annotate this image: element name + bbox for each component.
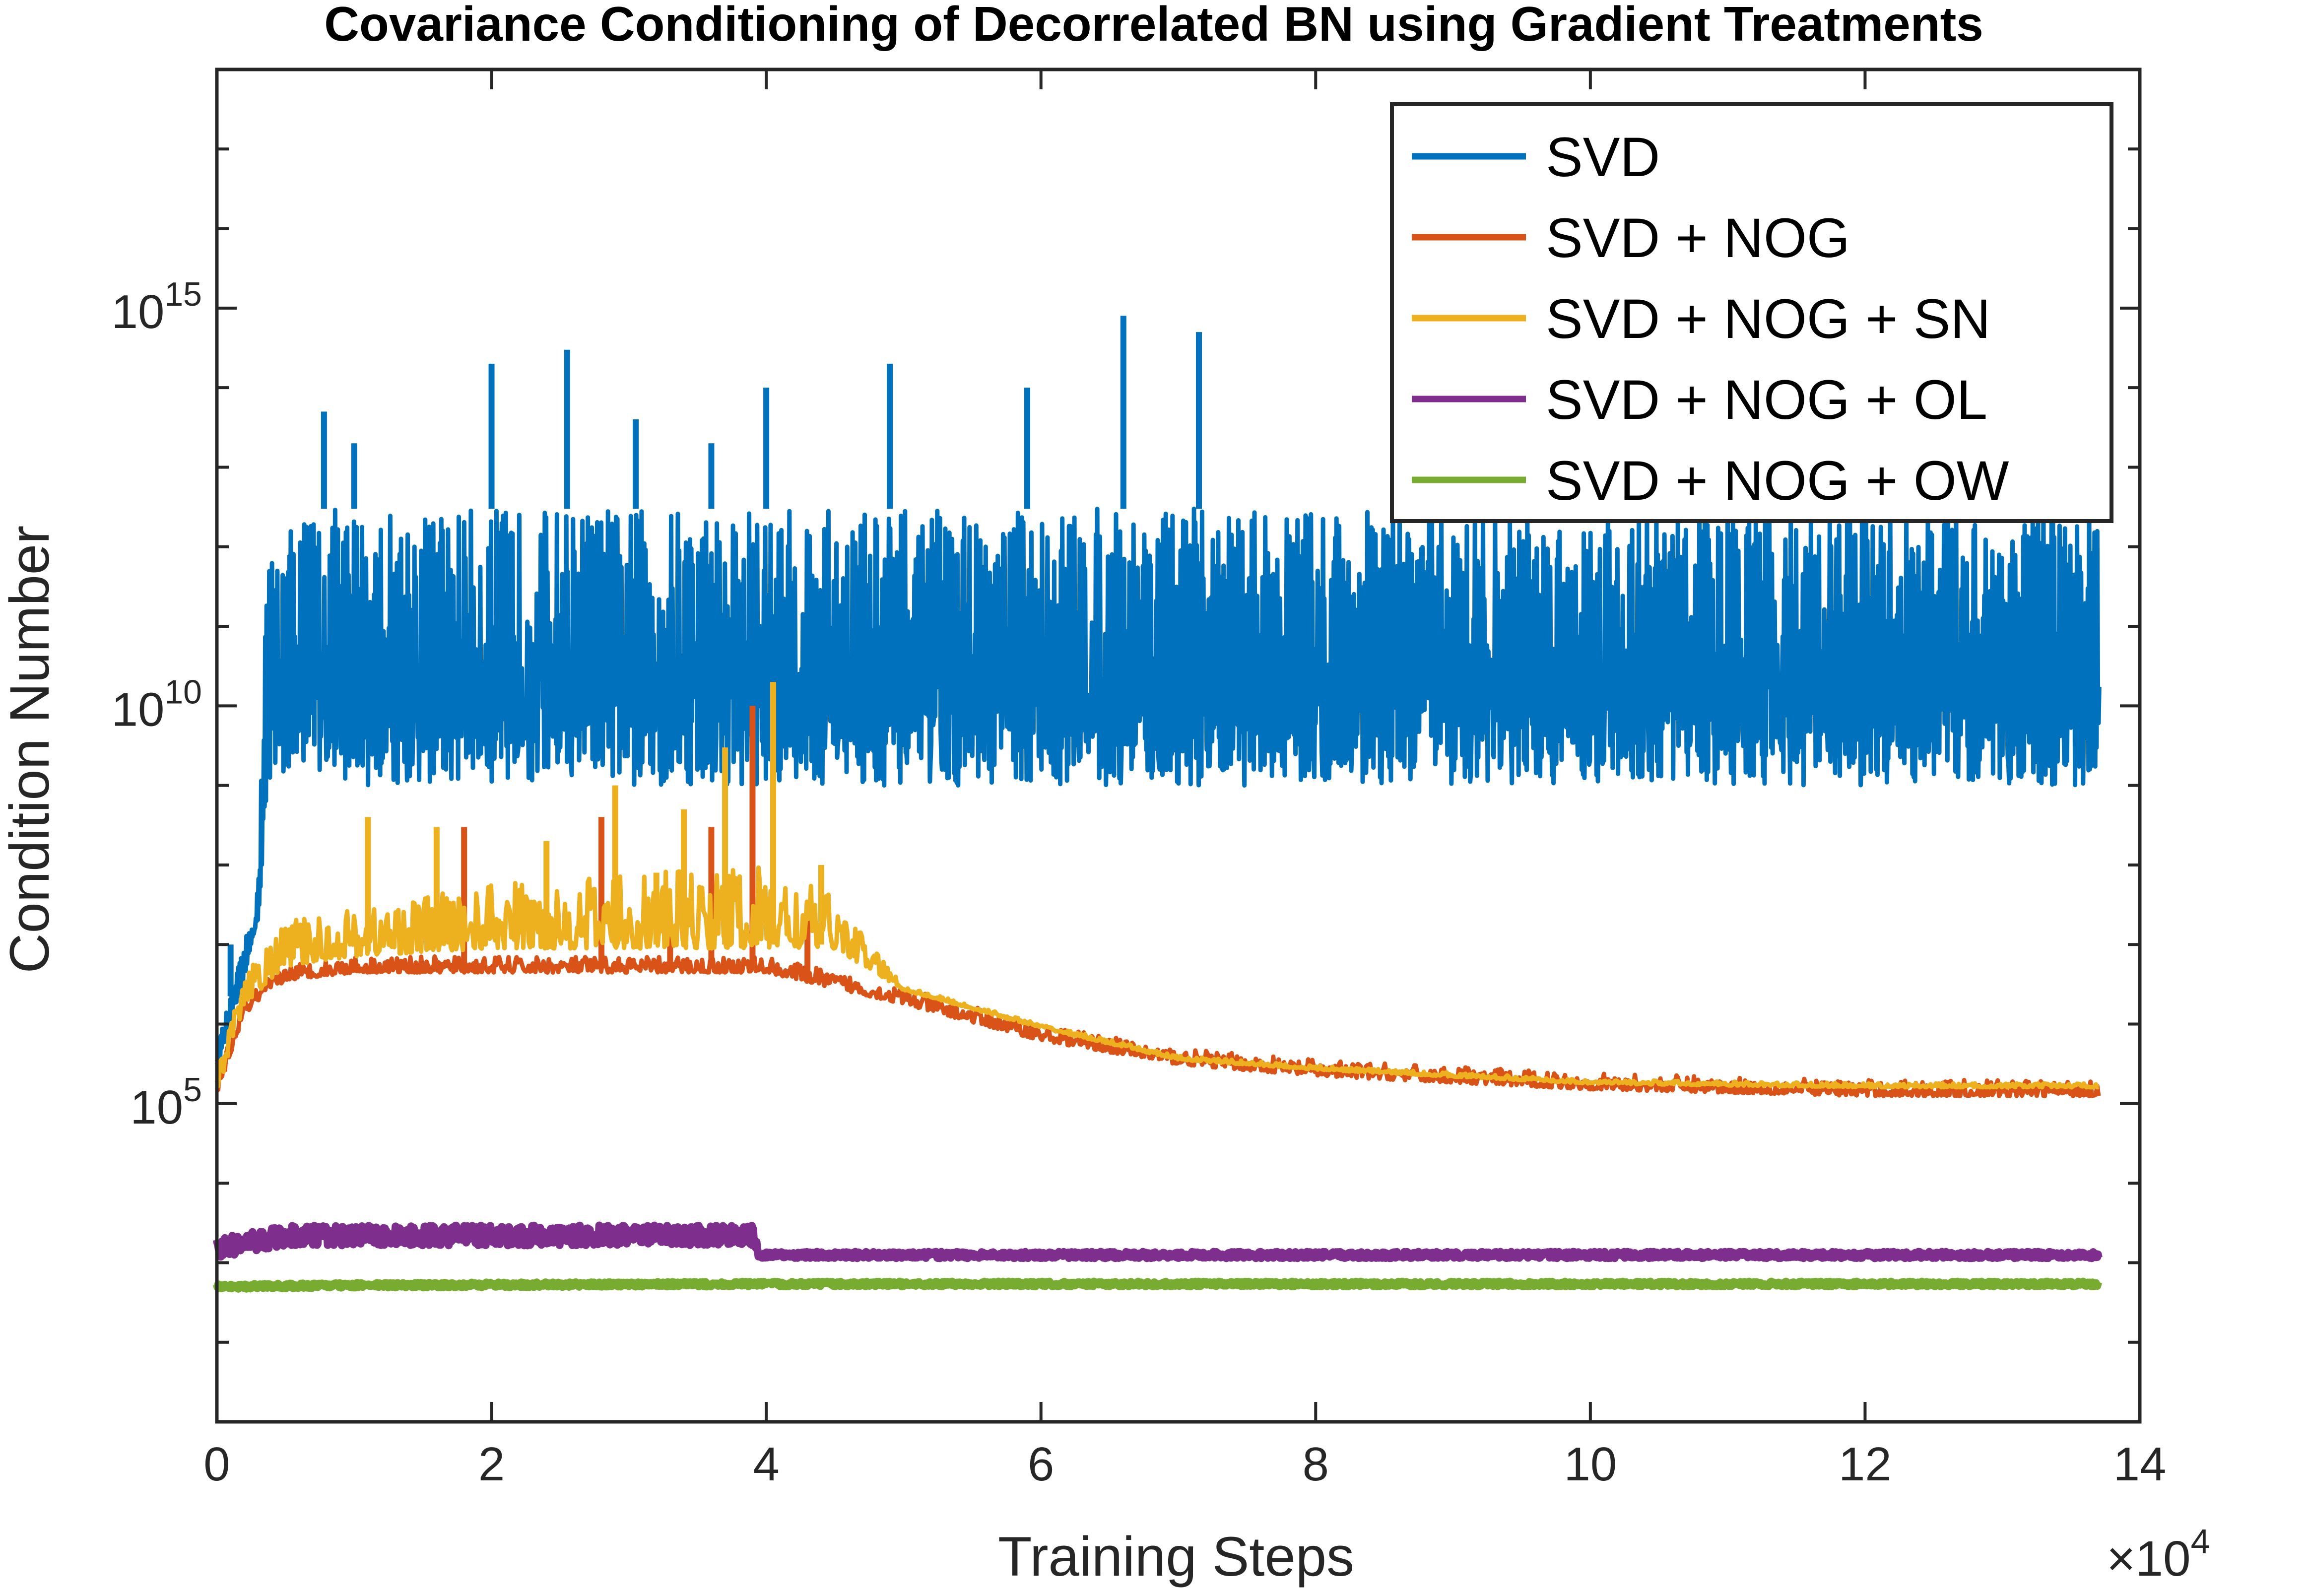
axes-frame (215, 67, 2142, 1424)
series-line (213, 1277, 2103, 1293)
x-tick-label: 6 (1028, 1438, 1054, 1491)
y-axis-label: Condition Number (0, 526, 61, 974)
x-tick-label: 14 (2113, 1438, 2167, 1491)
svg-text:×104: ×104 (2107, 1522, 2210, 1587)
legend-label: SVD + NOG (1546, 207, 1850, 269)
legend-label: SVD + NOG + OL (1546, 369, 1987, 431)
x-tick-label: 2 (478, 1438, 505, 1491)
series-svd-nog-ow (213, 1277, 2103, 1293)
x-tick-label: 8 (1303, 1438, 1329, 1491)
x-axis-label: Training Steps (998, 1526, 1354, 1588)
x-axis-exponent: ×104 (2107, 1522, 2210, 1587)
series-line (213, 1221, 2103, 1263)
x-tick-label: 10 (1564, 1438, 1617, 1491)
legend-label: SVD + NOG + SN (1546, 288, 1990, 350)
y-tick-label: 1010 (112, 673, 202, 736)
y-tick-label: 1015 (112, 275, 202, 338)
legend-label: SVD + NOG + OW (1546, 450, 2009, 512)
y-tick-label: 105 (130, 1071, 202, 1134)
legend: SVD SVD + NOG SVD + NOG + SN SVD + NOG + OL… (1390, 102, 2113, 523)
series-svd-nog-ol (213, 1221, 2103, 1263)
chart-title: Covariance Conditioning of Decorrelated … (324, 0, 1983, 51)
x-tick-label: 12 (1839, 1438, 1892, 1491)
x-tick-label: 0 (203, 1438, 230, 1491)
series-line (214, 506, 2102, 1064)
legend-box (1390, 102, 2113, 523)
x-tick-label: 4 (753, 1438, 779, 1491)
legend-label: SVD (1546, 126, 1660, 188)
series-svd-nog-sn (214, 682, 2100, 1090)
series-svd (214, 316, 2102, 1064)
series-line (214, 865, 2100, 1090)
